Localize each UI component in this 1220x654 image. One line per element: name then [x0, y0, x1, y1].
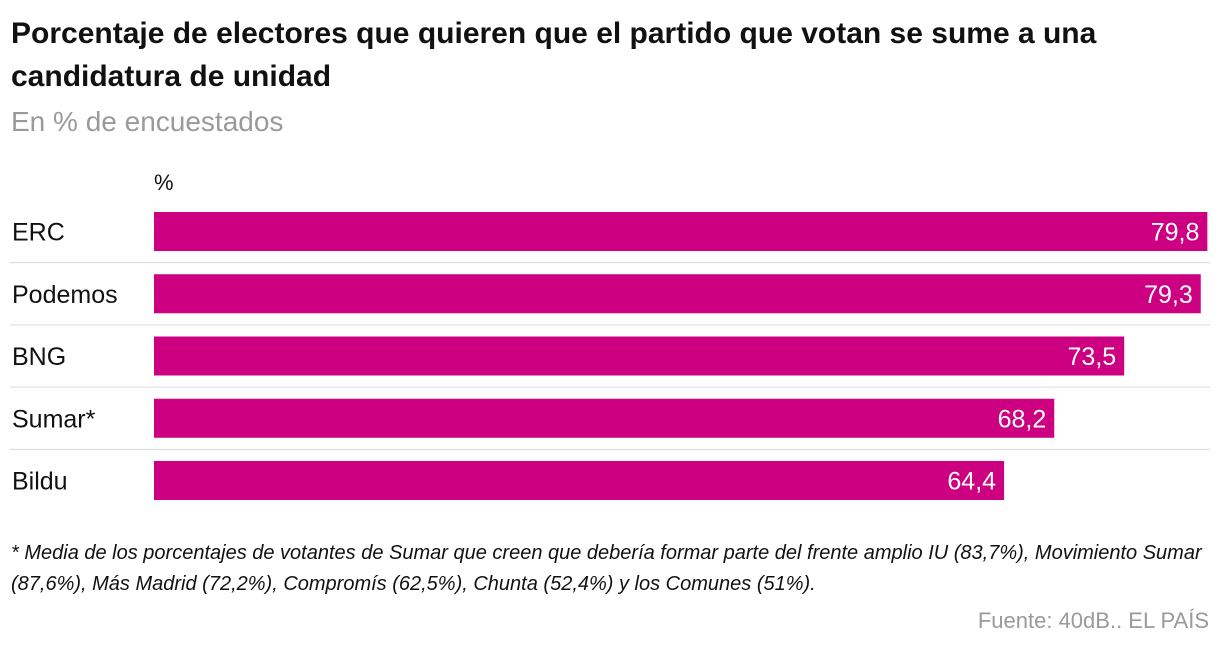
category-label: ERC: [12, 219, 65, 247]
value-label: 79,8: [1151, 219, 1200, 247]
category-label: BNG: [12, 343, 66, 371]
bar: [154, 398, 1055, 438]
bar: [154, 336, 1125, 376]
value-label: 79,3: [1144, 281, 1193, 309]
source-credit: Fuente: 40dB.. EL PAÍS: [977, 608, 1209, 633]
value-label: 73,5: [1068, 343, 1117, 371]
bar: [154, 274, 1201, 314]
chart-subtitle: En % de encuestados: [11, 106, 284, 137]
value-label: 64,4: [947, 468, 996, 496]
footnote: * Media de los porcentajes de votantes d…: [11, 542, 1202, 595]
category-label: Bildu: [12, 468, 68, 496]
category-label: Podemos: [12, 281, 118, 309]
chart-title: Porcentaje de electores que quieren que …: [11, 17, 1097, 93]
category-label: Sumar*: [12, 405, 96, 433]
bar: [154, 212, 1208, 251]
bar: [154, 461, 1005, 500]
bar-chart: ERC 79,8 Podemos 79,3 BNG 73,5 Sumar* 68,2 Bildu…: [10, 212, 1210, 500]
value-label: 68,2: [998, 405, 1047, 433]
unit-label: %: [154, 170, 174, 195]
